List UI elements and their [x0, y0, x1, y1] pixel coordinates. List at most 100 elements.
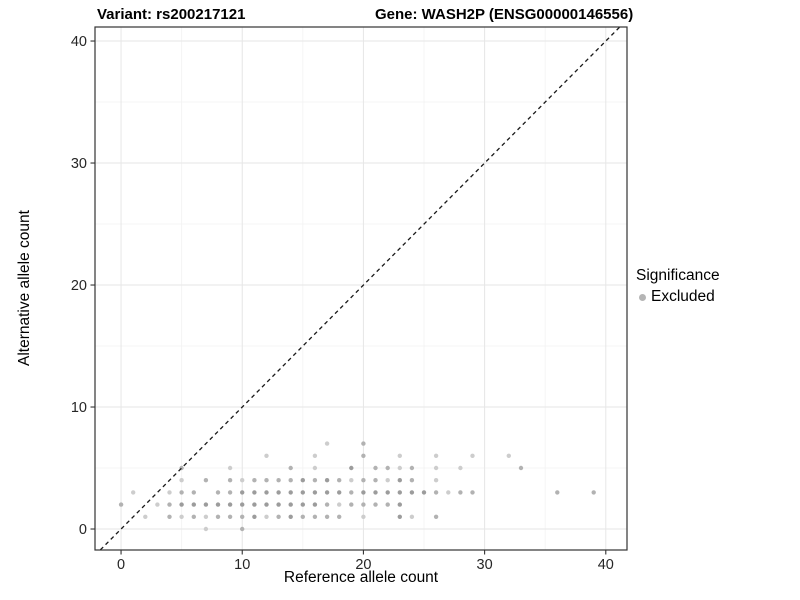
- data-point: [337, 514, 342, 519]
- x-tick-label: 40: [598, 557, 614, 573]
- data-point: [288, 490, 293, 495]
- data-point: [191, 490, 196, 495]
- data-point: [458, 490, 463, 495]
- x-tick-label: 0: [117, 557, 125, 573]
- data-point: [361, 502, 366, 507]
- data-point: [385, 478, 390, 483]
- data-point: [264, 453, 269, 458]
- data-point: [324, 490, 330, 495]
- x-tick-label: 10: [234, 557, 250, 573]
- data-point: [312, 465, 318, 471]
- data-point: [264, 478, 269, 483]
- legend-title: Significance: [636, 267, 720, 284]
- data-point: [361, 441, 366, 446]
- y-tick-labels: 0 10 20 30 40: [71, 34, 87, 538]
- data-point: [240, 490, 245, 495]
- data-point: [470, 490, 475, 495]
- data-point: [337, 502, 342, 507]
- data-point: [191, 502, 196, 507]
- variant-title: Variant: rs200217121: [97, 6, 246, 23]
- data-point: [312, 453, 318, 458]
- data-point: [312, 478, 318, 483]
- data-point: [155, 502, 160, 507]
- data-point: [227, 478, 233, 483]
- legend-item-label: Excluded: [651, 288, 715, 305]
- excluded-point-icon: [639, 293, 646, 301]
- x-tick-label: 20: [355, 557, 371, 573]
- data-point: [227, 514, 233, 519]
- data-point: [397, 502, 402, 507]
- data-point: [337, 490, 342, 495]
- data-point: [433, 490, 439, 495]
- x-tick-labels: 0 10 20 30 40: [117, 557, 614, 573]
- data-point: [385, 465, 390, 471]
- data-point: [349, 478, 354, 483]
- data-point: [131, 490, 136, 495]
- y-axis-title: Alternative allele count: [16, 210, 33, 366]
- data-point: [446, 490, 451, 495]
- x-tick-label: 30: [477, 557, 493, 573]
- axis-ticks: [90, 40, 607, 555]
- plot-panel: [95, 27, 627, 550]
- data-point: [203, 478, 209, 483]
- data-point: [361, 490, 366, 495]
- data-point: [215, 502, 221, 507]
- data-point: [167, 490, 172, 495]
- data-point: [337, 478, 342, 483]
- data-point: [397, 514, 402, 519]
- data-point: [458, 465, 463, 471]
- data-point: [227, 490, 233, 495]
- data-point: [167, 514, 172, 519]
- data-point: [227, 465, 233, 471]
- data-point: [312, 502, 318, 507]
- data-point: [167, 502, 172, 507]
- data-point: [397, 465, 402, 471]
- data-point: [264, 502, 269, 507]
- data-point: [215, 490, 221, 495]
- data-point: [276, 490, 281, 495]
- data-point: [179, 502, 184, 507]
- legend: Significance Excluded: [636, 267, 720, 306]
- y-tick-label: 30: [71, 156, 87, 172]
- data-point: [288, 465, 293, 471]
- major-gridlines: [95, 27, 627, 550]
- data-point: [288, 478, 293, 483]
- data-point: [203, 526, 209, 532]
- data-point: [252, 502, 257, 507]
- data-point: [409, 490, 415, 495]
- data-point: [240, 478, 245, 483]
- data-point: [118, 502, 124, 507]
- data-point: [324, 514, 330, 519]
- data-point: [433, 465, 439, 471]
- data-point: [288, 502, 293, 507]
- data-point: [385, 502, 390, 507]
- data-point: [555, 490, 560, 495]
- data-point: [373, 502, 378, 507]
- gene-title: Gene: WASH2P (ENSG00000146556): [375, 6, 634, 23]
- y-tick-label: 20: [71, 278, 87, 294]
- data-point: [300, 478, 305, 483]
- data-point: [300, 514, 305, 519]
- data-point: [361, 478, 366, 483]
- data-point: [324, 478, 330, 483]
- y-tick-label: 0: [79, 522, 87, 538]
- scatter-points: [118, 441, 596, 532]
- data-point: [288, 514, 293, 519]
- data-point: [143, 514, 148, 519]
- data-point: [409, 465, 415, 471]
- data-point: [276, 514, 281, 519]
- data-point: [300, 502, 305, 507]
- data-point: [312, 490, 318, 495]
- data-point: [409, 514, 415, 519]
- y-tick-label: 40: [71, 34, 87, 50]
- legend-item-excluded: Excluded: [636, 288, 720, 306]
- data-point: [433, 514, 439, 519]
- minor-gridlines: [95, 27, 627, 550]
- data-point: [179, 478, 184, 483]
- data-point: [264, 490, 269, 495]
- data-point: [518, 465, 524, 471]
- data-point: [373, 478, 378, 483]
- data-point: [324, 502, 330, 507]
- panel-border: [94, 26, 628, 551]
